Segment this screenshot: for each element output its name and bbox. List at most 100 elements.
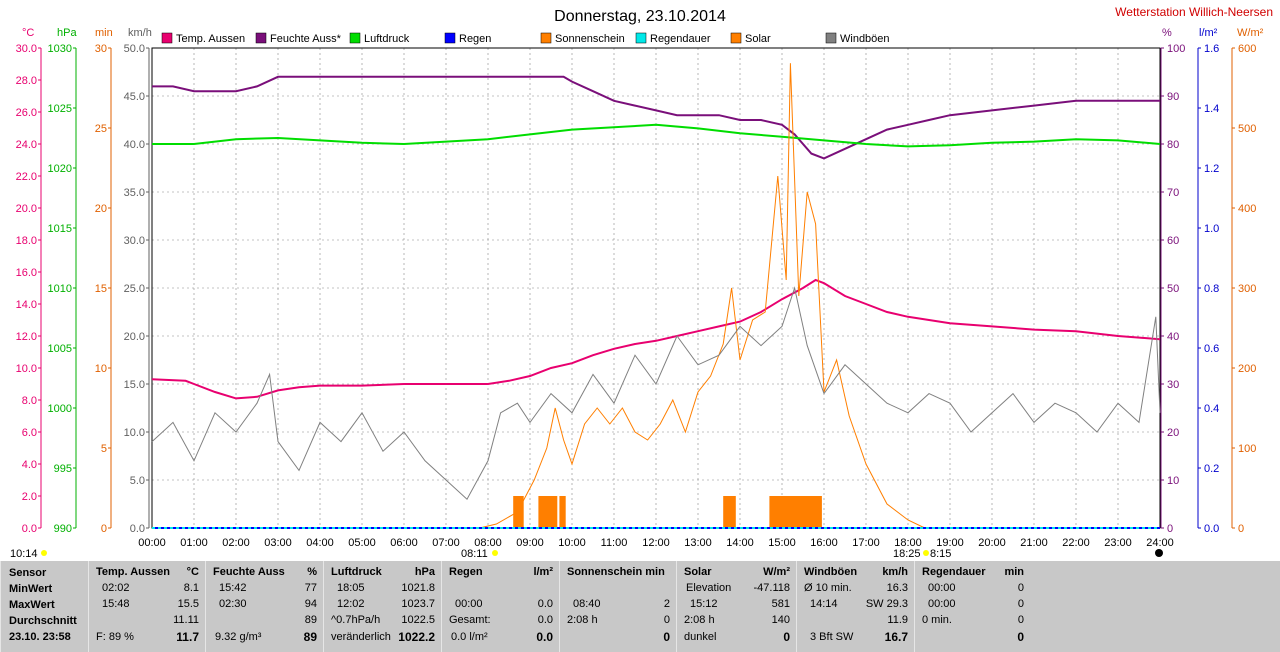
solar-state: dunkel [684, 631, 717, 643]
x-tick-label-9: 09:00 [516, 537, 544, 549]
temp-max-value: 15.5 [177, 598, 199, 610]
left-tick-label-0-11: 8.0 [22, 395, 37, 407]
solar-head: Solar [684, 566, 712, 578]
row-min: MinWert [9, 583, 53, 595]
legend-swatch-4 [540, 32, 552, 44]
right-tick-label-0-2: 80 [1167, 139, 1179, 151]
left-tick-label-0-3: 24.0 [16, 139, 37, 151]
left-tick-label-1-1: 1025 [48, 103, 72, 115]
temp-min-time: 02:02 [102, 582, 130, 594]
solar-unit: W/m² [763, 566, 790, 578]
left-tick-label-0-10: 10.0 [16, 363, 37, 375]
right-tick-label-1-8: 0.0 [1204, 523, 1219, 535]
left-tick-label-3-4: 30.0 [124, 235, 145, 247]
solar-duration: 2:08 h [684, 614, 715, 626]
legend-swatch-3 [444, 32, 456, 44]
solar-column: Solar W/m² Elevation -47.118 15:12 581 2… [676, 561, 796, 652]
x-tick-label-11: 11:00 [601, 537, 628, 549]
right-tick-label-0-6: 40 [1167, 331, 1179, 343]
rain-now-label: 0.0 l/m² [451, 631, 488, 643]
right-tick-label-2-1: 500 [1238, 123, 1256, 135]
left-tick-label-0-14: 2.0 [22, 491, 37, 503]
pressure-head: Luftdruck [331, 566, 382, 578]
left-tick-label-1-3: 1015 [48, 223, 72, 235]
rain-duration-min-value: 0 [1017, 582, 1024, 594]
right-axis-unit-0: % [1162, 27, 1172, 39]
left-tick-label-2-4: 10 [95, 363, 107, 375]
pressure-trend-label: ^0.7hPa/h [331, 614, 381, 626]
right-tick-label-0-1: 90 [1167, 91, 1179, 103]
wind-avg10-value: 16.3 [886, 582, 908, 594]
x-tick-label-19: 19:00 [936, 537, 964, 549]
marker-left: 10:14 [10, 548, 38, 560]
left-tick-label-3-0: 50.0 [124, 43, 145, 55]
rain-total-value: 0.0 [537, 614, 553, 626]
left-tick-label-3-10: 0.0 [130, 523, 145, 535]
right-tick-label-1-1: 1.4 [1204, 103, 1219, 115]
right-tick-label-1-2: 1.2 [1204, 163, 1219, 175]
legend-label-6: Solar [745, 33, 771, 45]
weather-chart: Donnerstag, 23.10.2014 Wetterstation Wil… [10, 5, 1273, 560]
legend-label-2: Luftdruck [364, 33, 410, 45]
marker-sunset: 18:25 [893, 548, 921, 560]
left-tick-label-2-0: 30 [95, 43, 107, 55]
legend-swatch-5 [635, 32, 647, 44]
legend-label-3: Regen [459, 33, 491, 45]
left-tick-label-0-5: 20.0 [16, 203, 37, 215]
solar-elevation-value: -47.118 [753, 582, 791, 594]
pressure-max-value: 1023.7 [401, 598, 435, 610]
rain-unit: l/m² [533, 566, 553, 578]
x-tick-label-16: 16:00 [810, 537, 838, 549]
pressure-min-time: 18:05 [337, 582, 365, 594]
left-tick-label-3-6: 20.0 [124, 331, 145, 343]
right-tick-label-2-3: 300 [1238, 283, 1256, 295]
x-tick-label-2: 02:00 [222, 537, 250, 549]
left-tick-label-1-4: 1010 [48, 283, 72, 295]
x-tick-label-10: 10:00 [558, 537, 586, 549]
left-tick-label-0-7: 16.0 [16, 267, 37, 279]
sunshine-bar-3 [723, 496, 736, 528]
rain-duration-max-value: 0 [1017, 598, 1024, 610]
left-tick-label-0-9: 12.0 [16, 331, 37, 343]
solar-duration-value: 140 [771, 614, 790, 626]
right-tick-label-1-0: 1.6 [1204, 43, 1219, 55]
x-tick-label-15: 15:00 [768, 537, 796, 549]
left-tick-label-1-7: 995 [54, 463, 72, 475]
legend-label-7: Windböen [840, 33, 890, 45]
legend-label-4: Sonnenschein [555, 33, 625, 45]
left-tick-label-2-6: 0 [101, 523, 107, 535]
humidity-max-value: 94 [304, 598, 317, 610]
row-max: MaxWert [9, 599, 55, 611]
left-tick-label-1-8: 990 [54, 523, 72, 535]
row-avg: Durchschnitt [9, 615, 77, 627]
right-tick-label-2-0: 600 [1238, 43, 1256, 55]
row-now: 23.10. 23:58 [9, 631, 71, 643]
right-tick-label-0-5: 50 [1167, 283, 1179, 295]
left-tick-label-0-13: 4.0 [22, 459, 37, 471]
rain-max-time: 00:00 [455, 598, 483, 610]
right-tick-label-2-4: 200 [1238, 363, 1256, 375]
legend-swatch-7 [825, 32, 837, 44]
marker-dot-sunrise [492, 550, 498, 556]
left-tick-label-3-3: 35.0 [124, 187, 145, 199]
sunshine-column: Sonnenschein min 08:40 2 2:08 h 0 0 [559, 561, 676, 652]
right-tick-label-1-3: 1.0 [1204, 223, 1219, 235]
x-tick-label-1: 01:00 [180, 537, 208, 549]
x-tick-label-7: 07:00 [432, 537, 460, 549]
left-tick-label-0-1: 28.0 [16, 75, 37, 87]
x-tick-label-24: 24:00 [1146, 537, 1174, 549]
temp-humidity-label: F: 89 % [96, 631, 134, 643]
sunshine-bar-4 [769, 496, 822, 528]
rain-column: Regen l/m² 00:00 0.0 Gesamt: 0.0 0.0 l/m… [441, 561, 559, 652]
pressure-current: 1022.2 [398, 630, 435, 644]
time-markers: 10:14 08:11 18:25 8:15 [10, 548, 1163, 560]
pressure-unit: hPa [414, 566, 435, 578]
wind-current: 16.7 [884, 630, 908, 644]
humidity-unit: % [307, 566, 317, 578]
left-tick-label-2-2: 20 [95, 203, 107, 215]
humidity-min-time: 15:42 [219, 582, 247, 594]
marker-dot-now [1155, 549, 1163, 557]
right-tick-label-0-3: 70 [1167, 187, 1179, 199]
temp-average: 11.11 [173, 614, 199, 626]
statistics-footer: Sensor MinWert MaxWert Durchschnitt 23.1… [0, 561, 1280, 652]
